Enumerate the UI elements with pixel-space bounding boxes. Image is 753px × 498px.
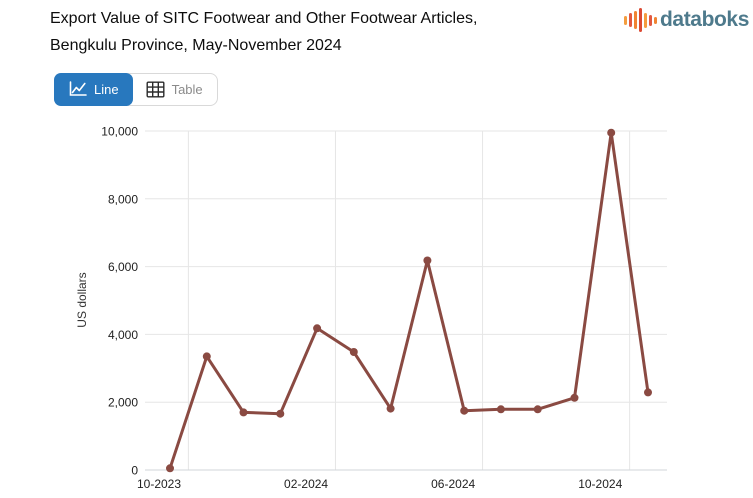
table-view-label: Table (171, 82, 203, 97)
databoks-wordmark: databoks (660, 8, 749, 31)
x-tick-label: 10-2024 (578, 477, 622, 491)
page-title-line-1: Export Value of SITC Footwear and Other … (50, 10, 478, 27)
y-tick-label: 10,000 (101, 125, 138, 139)
data-point-marker[interactable] (239, 408, 248, 417)
page-title-line-2: Bengkulu Province, May-November 2024 (50, 37, 342, 54)
data-point-marker[interactable] (423, 256, 432, 265)
data-point-marker[interactable] (349, 348, 358, 356)
line-view-button[interactable]: Line (54, 73, 133, 106)
y-axis-title: US dollars (75, 272, 89, 327)
data-point-marker[interactable] (644, 388, 652, 397)
x-tick-label: 06-2024 (431, 477, 475, 491)
databoks-logo: databoks (624, 6, 749, 34)
y-tick-label: 6,000 (108, 260, 138, 274)
line-view-label: Line (94, 82, 119, 97)
databoks-bars-icon (624, 6, 657, 34)
line-chart-icon (68, 81, 87, 98)
y-tick-label: 4,000 (108, 328, 138, 342)
data-point-marker[interactable] (570, 393, 579, 402)
data-point-marker[interactable] (460, 406, 469, 415)
y-tick-label: 2,000 (108, 396, 138, 410)
data-point-marker[interactable] (276, 409, 285, 418)
chart-view-toggle: Line Table (54, 73, 218, 106)
y-tick-label: 8,000 (108, 192, 138, 206)
data-point-marker[interactable] (496, 405, 505, 414)
table-grid-icon (146, 81, 165, 98)
table-view-button[interactable]: Table (132, 74, 217, 105)
series-line (168, 131, 650, 470)
y-tick-label: 0 (131, 464, 138, 478)
x-tick-label: 10-2023 (137, 477, 181, 491)
data-point-marker[interactable] (313, 324, 322, 333)
x-tick-label: 02-2024 (284, 477, 328, 491)
data-point-marker[interactable] (607, 128, 616, 137)
page-title: Export Value of SITC Footwear and Other … (50, 5, 477, 59)
data-point-marker[interactable] (166, 464, 174, 473)
data-point-marker[interactable] (533, 405, 542, 414)
data-point-marker[interactable] (386, 404, 395, 413)
data-point-marker[interactable] (202, 352, 211, 361)
